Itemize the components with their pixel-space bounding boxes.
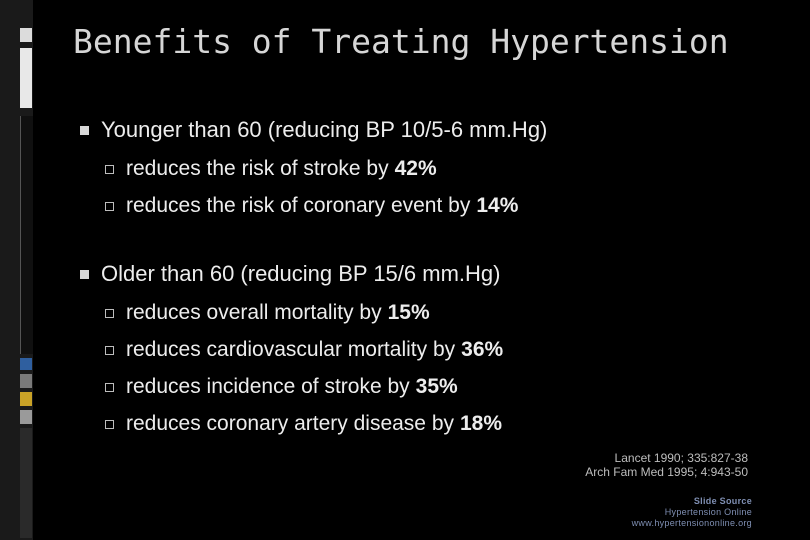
- group-heading-text: Older than 60 (reducing BP 15/6 mm.Hg): [101, 261, 501, 286]
- source-url: www.hypertensiononline.org: [631, 518, 752, 528]
- hollow-square-bullet-icon: [105, 308, 114, 318]
- item-value: 35%: [415, 375, 458, 398]
- group-heading-younger: Younger than 60 (reducing BP 10/5-6 mm.H…: [80, 117, 547, 143]
- hollow-square-bullet-icon: [105, 164, 114, 174]
- hollow-square-bullet-icon: [105, 345, 114, 355]
- item-value: 18%: [460, 412, 503, 435]
- list-item: reduces coronary artery disease by 18%: [105, 412, 502, 436]
- item-text: reduces overall mortality by: [126, 301, 382, 324]
- list-item: reduces the risk of stroke by 42%: [105, 157, 437, 181]
- item-value: 36%: [461, 338, 504, 361]
- list-item: reduces overall mortality by 15%: [105, 301, 430, 325]
- item-text: reduces coronary artery disease by: [126, 412, 454, 435]
- item-text: reduces the risk of coronary event by: [126, 194, 471, 217]
- item-text: reduces incidence of stroke by: [126, 375, 410, 398]
- square-bullet-icon: [80, 125, 89, 135]
- square-bullet-icon: [80, 269, 89, 279]
- reference-citation: Lancet 1990; 335:827-38: [614, 451, 748, 465]
- item-value: 15%: [387, 301, 430, 324]
- group-heading-text: Younger than 60 (reducing BP 10/5-6 mm.H…: [101, 117, 548, 142]
- hollow-square-bullet-icon: [105, 201, 114, 211]
- list-item: reduces incidence of stroke by 35%: [105, 375, 458, 399]
- item-value: 14%: [476, 194, 519, 217]
- hollow-square-bullet-icon: [105, 382, 114, 392]
- item-text: reduces cardiovascular mortality by: [126, 338, 456, 361]
- item-value: 42%: [394, 157, 437, 180]
- slide-title: Benefits of Treating Hypertension: [73, 22, 729, 61]
- group-heading-older: Older than 60 (reducing BP 15/6 mm.Hg): [80, 261, 500, 287]
- item-text: reduces the risk of stroke by: [126, 157, 389, 180]
- list-item: reduces the risk of coronary event by 14…: [105, 194, 518, 218]
- source-label: Slide Source: [693, 496, 752, 506]
- hollow-square-bullet-icon: [105, 419, 114, 429]
- source-name: Hypertension Online: [664, 507, 752, 517]
- list-item: reduces cardiovascular mortality by 36%: [105, 338, 503, 362]
- decorative-stripes: [20, 28, 33, 538]
- reference-citation: Arch Fam Med 1995; 4:943-50: [585, 465, 748, 479]
